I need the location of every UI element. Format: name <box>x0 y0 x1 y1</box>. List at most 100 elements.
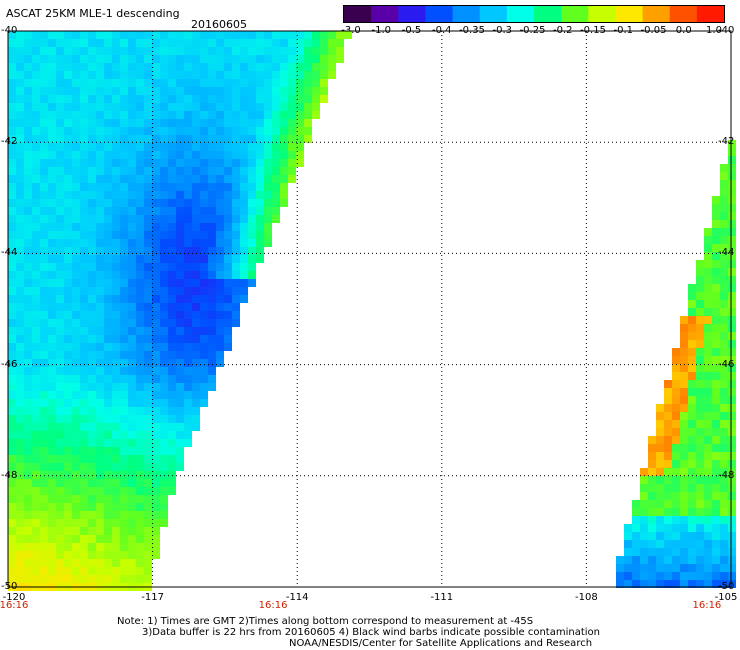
swath-cell <box>96 535 104 543</box>
swath-cell <box>88 431 96 439</box>
colorbar-segment <box>561 6 589 22</box>
swath-cell <box>720 460 728 468</box>
swath-cell <box>112 239 120 247</box>
swath-cell <box>704 492 712 500</box>
swath-cell <box>712 228 720 236</box>
swath-cell <box>8 471 16 479</box>
swath-cell <box>48 319 56 327</box>
swath-cell <box>80 287 88 295</box>
swath-cell <box>192 351 200 359</box>
swath-cell <box>136 239 144 247</box>
swath-cell <box>160 247 168 255</box>
swath-cell <box>712 412 720 420</box>
swath-cell <box>280 95 288 103</box>
swath-cell <box>176 87 184 95</box>
swath-cell <box>88 351 96 359</box>
swath-cell <box>40 127 48 135</box>
swath-cell <box>272 167 280 175</box>
swath-cell <box>256 223 264 231</box>
swath-cell <box>640 500 648 508</box>
swath-cell <box>8 71 16 79</box>
swath-cell <box>64 247 72 255</box>
swath-cell <box>176 247 184 255</box>
swath-cell <box>248 207 256 215</box>
swath-cell <box>680 364 688 372</box>
swath-cell <box>320 95 328 103</box>
swath-cell <box>232 287 240 295</box>
swath-cell <box>224 327 232 335</box>
swath-cell <box>704 428 712 436</box>
swath-cell <box>128 303 136 311</box>
swath-cell <box>704 252 712 260</box>
swath-cell <box>96 151 104 159</box>
swath-cell <box>152 119 160 127</box>
swath-cell <box>704 356 712 364</box>
swath-cell <box>40 279 48 287</box>
swath-cell <box>200 383 208 391</box>
swath-cell <box>176 71 184 79</box>
latitude-label: -40 <box>1 25 18 36</box>
swath-cell <box>224 127 232 135</box>
swath-cell <box>40 247 48 255</box>
swath-cell <box>120 319 128 327</box>
swath-cell <box>24 183 32 191</box>
swath-cell <box>80 55 88 63</box>
swath-cell <box>216 143 224 151</box>
swath-cell <box>256 87 264 95</box>
swath-cell <box>208 335 216 343</box>
swath-cell <box>72 431 80 439</box>
swath-cell <box>24 399 32 407</box>
swath-cell <box>104 295 112 303</box>
swath-cell <box>720 364 728 372</box>
swath-cell <box>136 311 144 319</box>
swath-cell <box>264 87 272 95</box>
swath-cell <box>40 439 48 447</box>
swath-cell <box>72 183 80 191</box>
swath-cell <box>24 103 32 111</box>
swath-cell <box>8 39 16 47</box>
swath-cell <box>24 359 32 367</box>
swath-cell <box>120 447 128 455</box>
swath-cell <box>640 556 648 564</box>
swath-cell <box>24 567 32 575</box>
swath-cell <box>208 311 216 319</box>
swath-cell <box>88 103 96 111</box>
swath-cell <box>320 71 328 79</box>
swath-cell <box>216 175 224 183</box>
swath-cell <box>328 39 336 47</box>
swath-cell <box>704 404 712 412</box>
swath-cell <box>16 447 24 455</box>
swath-cell <box>136 271 144 279</box>
swath-cell <box>160 39 168 47</box>
swath-cell <box>240 151 248 159</box>
swath-cell <box>696 412 704 420</box>
swath-cell <box>168 95 176 103</box>
swath-cell <box>160 143 168 151</box>
swath-cell <box>112 119 120 127</box>
swath-cell <box>688 476 696 484</box>
swath-cell <box>680 516 688 524</box>
swath-cell <box>216 39 224 47</box>
swath-cell <box>336 47 344 55</box>
swath-cell <box>104 431 112 439</box>
swath-cell <box>232 239 240 247</box>
swath-cell <box>128 415 136 423</box>
swath-cell <box>704 460 712 468</box>
swath-cell <box>56 143 64 151</box>
swath-cell <box>56 127 64 135</box>
swath-cell <box>64 519 72 527</box>
swath-cell <box>728 324 736 332</box>
swath-cell <box>32 63 40 71</box>
swath-cell <box>728 548 736 556</box>
swath-cell <box>32 391 40 399</box>
swath-cell <box>656 572 664 580</box>
swath-cell <box>96 391 104 399</box>
swath-cell <box>128 559 136 567</box>
swath-cell <box>192 175 200 183</box>
swath-cell <box>184 151 192 159</box>
swath-cell <box>216 343 224 351</box>
swath-cell <box>256 55 264 63</box>
swath-cell <box>240 119 248 127</box>
swath-cell <box>664 388 672 396</box>
longitude-label: -117 <box>141 592 164 603</box>
